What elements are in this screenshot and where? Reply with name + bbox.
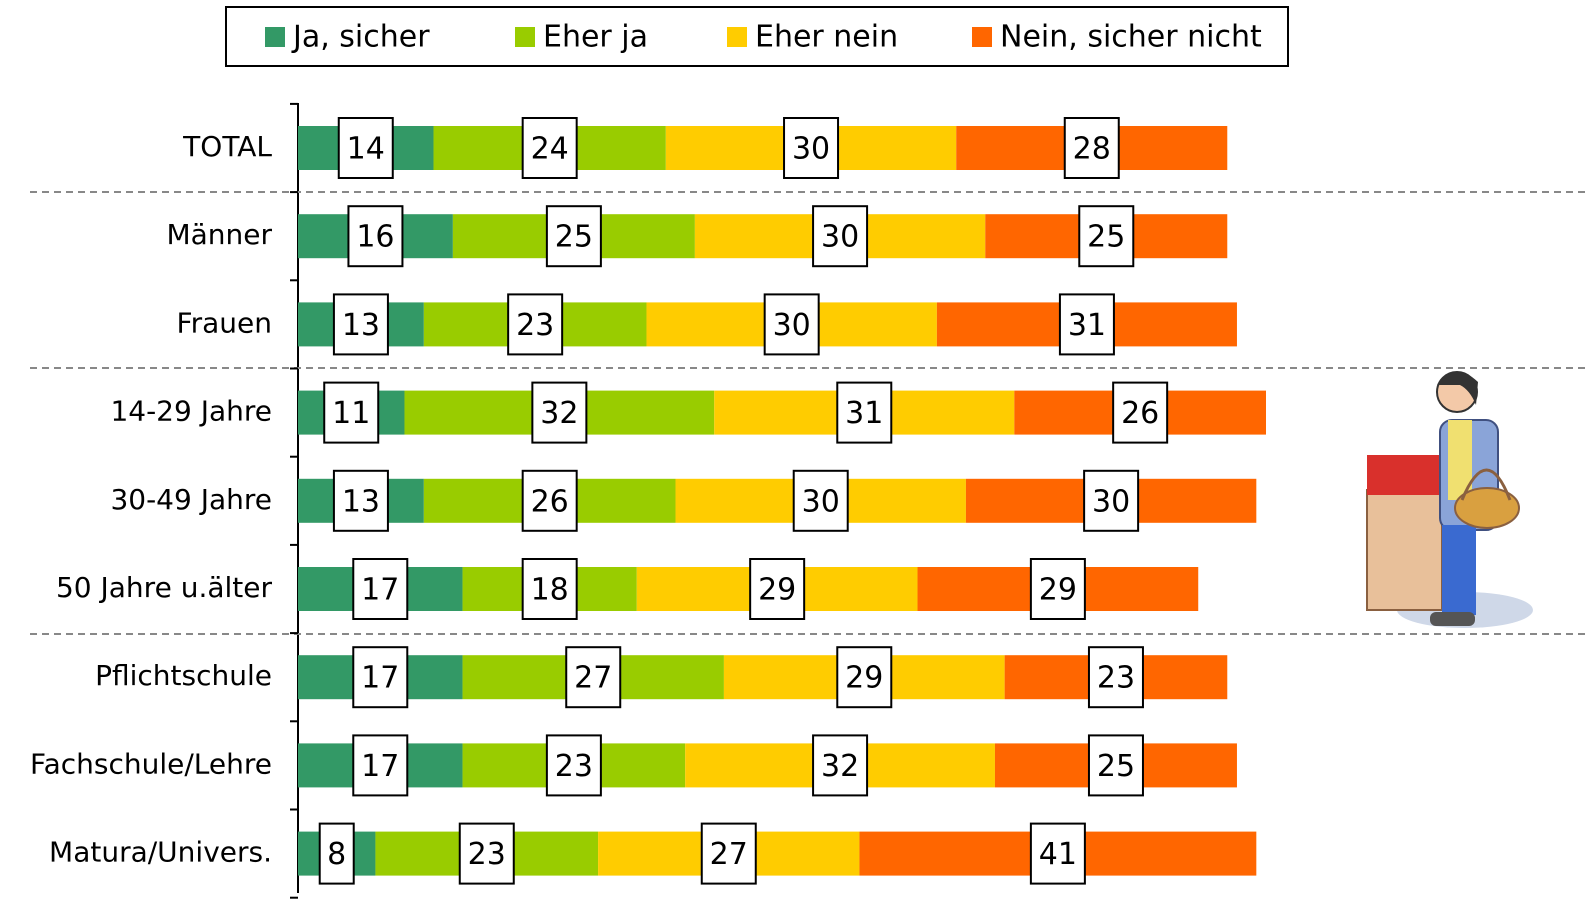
legend-swatch <box>972 27 992 47</box>
category-label: Matura/Univers. <box>49 836 272 869</box>
data-label-box <box>352 734 409 797</box>
data-label-box <box>545 734 602 797</box>
data-label-box <box>700 822 757 885</box>
data-label: 29 <box>1039 573 1077 608</box>
data-label-box <box>347 205 404 268</box>
data-label: 27 <box>710 837 748 872</box>
category-label: Fachschule/Lehre <box>30 747 272 780</box>
data-label: 30 <box>792 132 830 167</box>
data-label: 30 <box>802 484 840 519</box>
data-label-box <box>332 469 389 532</box>
data-label: 23 <box>468 837 506 872</box>
data-label: 13 <box>342 484 380 519</box>
category-label: 50 Jahre u.älter <box>56 571 273 604</box>
category-label: Frauen <box>177 306 272 339</box>
data-label: 23 <box>516 308 554 343</box>
data-label-box <box>323 381 380 444</box>
data-label-box <box>318 822 355 885</box>
legend-swatch <box>265 27 285 47</box>
data-label-box <box>1029 558 1086 620</box>
data-label-box <box>1087 734 1144 797</box>
data-label-box <box>1063 117 1120 179</box>
data-label: 8 <box>327 837 346 872</box>
data-label-box <box>1112 381 1169 444</box>
data-label: 32 <box>821 749 859 784</box>
category-label: 30-49 Jahre <box>110 483 272 516</box>
data-label: 31 <box>845 396 883 431</box>
data-label-box <box>332 293 389 356</box>
legend-label: Ja, sicher <box>291 20 430 55</box>
data-label-box <box>521 469 578 532</box>
data-label: 24 <box>531 132 569 167</box>
data-label: 14 <box>347 132 385 167</box>
data-label: 13 <box>342 308 380 343</box>
legend-label: Eher nein <box>755 20 898 55</box>
data-label: 23 <box>555 749 593 784</box>
data-label: 23 <box>1097 661 1135 696</box>
data-label-box <box>352 558 409 620</box>
data-label-box <box>565 646 622 709</box>
category-label: TOTAL <box>182 130 272 163</box>
legend-label: Nein, sicher nicht <box>1000 20 1262 55</box>
illustration <box>1366 371 1533 628</box>
category-label: Pflichtschule <box>95 659 272 692</box>
data-label-box <box>836 646 893 709</box>
data-label: 29 <box>845 661 883 696</box>
data-label: 41 <box>1039 837 1077 872</box>
data-label: 18 <box>531 573 569 608</box>
category-label: 14-29 Jahre <box>110 395 272 428</box>
data-label: 17 <box>361 661 399 696</box>
data-label-box <box>531 381 588 444</box>
data-label-box <box>763 293 820 356</box>
data-label: 25 <box>1087 220 1125 255</box>
data-label: 17 <box>361 749 399 784</box>
data-label: 26 <box>531 484 569 519</box>
data-label: 30 <box>821 220 859 255</box>
legend-swatch <box>515 27 535 47</box>
data-label: 17 <box>361 573 399 608</box>
data-label-box <box>352 646 409 709</box>
legend-swatch <box>727 27 747 47</box>
legend-label: Eher ja <box>543 20 648 55</box>
data-label-box <box>545 205 602 268</box>
data-label: 30 <box>773 308 811 343</box>
data-label: 26 <box>1121 396 1159 431</box>
legend-box <box>225 6 1289 67</box>
data-label-box <box>507 293 564 356</box>
data-label-box <box>812 734 869 797</box>
data-label-box <box>1058 293 1115 356</box>
data-label: 32 <box>540 396 578 431</box>
data-label-box <box>1087 646 1144 709</box>
data-label-box <box>458 822 515 885</box>
data-label-box <box>792 469 849 532</box>
data-label: 16 <box>356 220 394 255</box>
data-label-box <box>812 205 869 268</box>
data-label-box <box>1083 469 1140 532</box>
category-label: Männer <box>166 218 272 251</box>
data-label: 27 <box>574 661 612 696</box>
data-label-box <box>521 117 578 179</box>
data-label-box <box>1078 205 1135 268</box>
data-label: 25 <box>555 220 593 255</box>
data-label-box <box>1029 822 1086 885</box>
data-label-box <box>836 381 893 444</box>
data-label: 28 <box>1073 132 1111 167</box>
data-label: 30 <box>1092 484 1130 519</box>
data-label-box <box>783 117 840 179</box>
data-label: 11 <box>332 396 370 431</box>
data-label-box <box>337 117 394 179</box>
data-label-box <box>749 558 806 620</box>
data-label-box <box>521 558 578 620</box>
data-label: 25 <box>1097 749 1135 784</box>
data-label: 31 <box>1068 308 1106 343</box>
data-label: 29 <box>758 573 796 608</box>
